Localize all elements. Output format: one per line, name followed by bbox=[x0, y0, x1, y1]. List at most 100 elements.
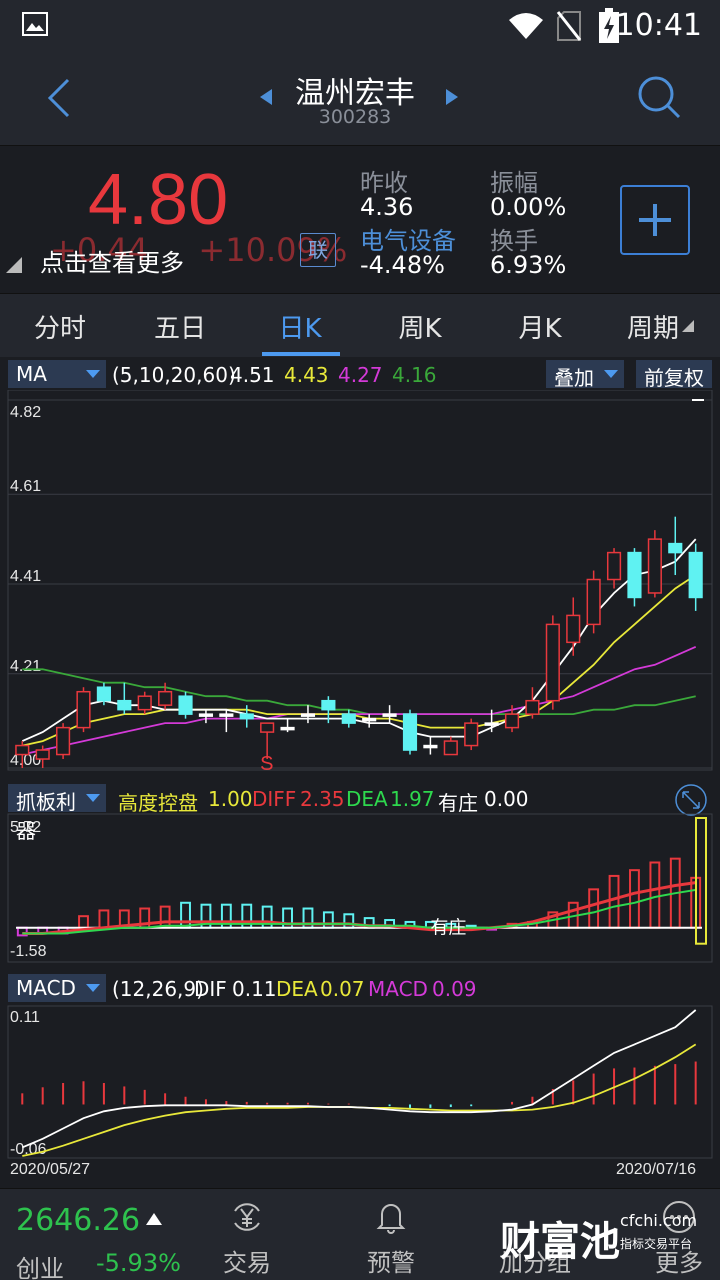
yen-exchange-icon bbox=[234, 1203, 260, 1231]
kline-panel-frame bbox=[7, 390, 713, 771]
back-icon[interactable] bbox=[44, 76, 74, 120]
zhuaban-bar bbox=[159, 905, 171, 929]
candle-body bbox=[96, 686, 111, 702]
overlay-label: 叠加 bbox=[554, 366, 594, 390]
ma10-value: 4.43 bbox=[284, 363, 329, 387]
candle-body bbox=[260, 722, 275, 733]
sector-name[interactable]: 电气设备 bbox=[360, 227, 456, 255]
candle-body bbox=[137, 695, 152, 711]
chevron-down-icon bbox=[86, 794, 100, 802]
candle-body bbox=[606, 551, 622, 581]
candle-body bbox=[15, 744, 30, 756]
candle-body bbox=[117, 699, 132, 711]
nav-add-group[interactable]: 加分组 bbox=[490, 1199, 580, 1278]
ma5-line bbox=[21, 538, 697, 742]
ma-selector[interactable]: MA bbox=[8, 360, 106, 388]
stock-code: 300283 bbox=[318, 106, 392, 128]
candle-body bbox=[668, 542, 683, 554]
ma-selector-label: MA bbox=[16, 362, 47, 386]
watermark-site: cfchi.com bbox=[620, 1211, 698, 1230]
watermark-desc: 指标交易平台 bbox=[620, 1237, 693, 1251]
candle-body bbox=[423, 744, 438, 749]
macd-y-tick: 0.11 bbox=[10, 1009, 40, 1026]
prev-close-value: 4.36 bbox=[360, 193, 414, 221]
quote-panel[interactable]: 4.80 +0.44 +10.09% 点击查看更多 联 昨收 4.36 电气设备… bbox=[0, 147, 720, 293]
zhuaban-indicator-row: 抓板利器 高度控盘 1.00 DIFF 2.35 DEA 1.97 有庄 0.0… bbox=[0, 781, 720, 843]
nav-trade[interactable]: 交易 bbox=[202, 1199, 292, 1278]
search-icon[interactable] bbox=[636, 74, 682, 120]
ma-params: (5,10,20,60) bbox=[112, 363, 236, 387]
zhuang-value: 0.00 bbox=[484, 787, 529, 811]
candle-body bbox=[647, 538, 662, 594]
tab-fenshi[interactable]: 分时 bbox=[33, 314, 86, 344]
zhuaban-bar bbox=[78, 915, 89, 929]
expand-icon[interactable] bbox=[674, 783, 708, 817]
no-sim-icon bbox=[556, 11, 582, 41]
kline-y-tick: 4.41 bbox=[10, 568, 41, 585]
dea-value: 1.97 bbox=[390, 787, 435, 811]
zhuaban-selector[interactable]: 抓板利器 bbox=[8, 784, 106, 843]
last-price: 4.80 bbox=[88, 160, 229, 240]
macd-params: (12,26,9) bbox=[112, 977, 204, 1001]
turnover-value: 6.93% bbox=[490, 251, 567, 279]
candle-body bbox=[178, 695, 193, 715]
add-watchlist-button[interactable] bbox=[620, 185, 690, 255]
zhuaban-bar bbox=[608, 874, 620, 929]
chevron-down-icon bbox=[604, 370, 618, 378]
period-dropdown-icon[interactable] bbox=[682, 320, 694, 332]
candle-body bbox=[464, 722, 479, 747]
candle-body bbox=[566, 614, 581, 644]
ma-indicator-row: MA (5,10,20,60) 4.51 4.43 4.27 4.16 叠加 前… bbox=[0, 357, 720, 391]
ma10-line bbox=[22, 574, 697, 747]
tab-wuri[interactable]: 五日 bbox=[153, 314, 206, 344]
candle-body bbox=[198, 713, 214, 717]
dif-label: DIF bbox=[194, 977, 227, 1001]
tab-monthly-k[interactable]: 月K bbox=[518, 314, 562, 344]
candle-body bbox=[545, 623, 560, 702]
zhuaban-bar bbox=[649, 861, 661, 929]
kline-y-tick: 4.21 bbox=[10, 658, 41, 675]
kline-chart-area[interactable]: 4.82 4.61 4.41 4.21 4.00 S 5.72 -1.58 有庄 0.11 -0.0… bbox=[0, 390, 720, 1186]
nav-alert[interactable]: 预警 bbox=[346, 1199, 436, 1278]
view-more-tip[interactable]: 点击查看更多 bbox=[40, 249, 184, 277]
dea-label: DEA bbox=[346, 787, 388, 811]
macd-indicator-row: MACD (12,26,9) DIF 0.11 DEA 0.07 MACD 0.… bbox=[0, 971, 720, 1005]
overlay-button[interactable]: 叠加 bbox=[546, 360, 624, 390]
control-bar bbox=[695, 817, 707, 945]
macd-selector[interactable]: MACD bbox=[8, 974, 106, 1002]
candle-body bbox=[504, 713, 520, 729]
diff-label: DIFF bbox=[252, 787, 297, 811]
candle-body bbox=[627, 551, 642, 599]
dea-line bbox=[22, 888, 696, 935]
kline-y-tick: 4.82 bbox=[10, 404, 41, 421]
nav-more[interactable]: 更多 bbox=[634, 1199, 720, 1278]
nav-add-group-label: 加分组 bbox=[499, 1249, 571, 1277]
index-pct: -5.93% bbox=[96, 1249, 181, 1277]
chevron-down-icon bbox=[86, 984, 100, 992]
next-stock-icon[interactable] bbox=[444, 88, 460, 106]
ma20-value: 4.27 bbox=[338, 363, 383, 387]
adjust-button[interactable]: 前复权 bbox=[636, 360, 712, 390]
macd-y-tick: -0.06 bbox=[10, 1141, 47, 1158]
nav-alert-label: 预警 bbox=[367, 1249, 415, 1277]
candle-body bbox=[158, 690, 173, 706]
index-value[interactable]: 2646.26 bbox=[16, 1203, 141, 1238]
macd-panel-frame bbox=[7, 1005, 713, 1159]
control-value: 1.00 bbox=[208, 787, 253, 811]
tab-daily-k[interactable]: 日K bbox=[278, 314, 322, 344]
zhuaban-panel-frame bbox=[7, 813, 713, 963]
candle-body bbox=[586, 578, 601, 626]
amplitude-label: 振幅 bbox=[490, 169, 538, 197]
lian-button[interactable]: 联 bbox=[300, 233, 336, 267]
ma20-line bbox=[22, 645, 697, 756]
control-label: 高度控盘 bbox=[118, 791, 198, 815]
price-change: +0.44 bbox=[50, 231, 149, 269]
ma60-line bbox=[22, 668, 696, 715]
zhuaban-y-tick: 5.72 bbox=[10, 819, 41, 836]
prev-stock-icon[interactable] bbox=[258, 88, 274, 106]
tab-weekly-k[interactable]: 周K bbox=[398, 314, 442, 344]
tab-period[interactable]: 周期 bbox=[626, 314, 679, 344]
kline-y-tick: 4.61 bbox=[10, 478, 41, 495]
zhuaban-bar bbox=[180, 901, 191, 929]
diff-value: 2.35 bbox=[300, 787, 345, 811]
